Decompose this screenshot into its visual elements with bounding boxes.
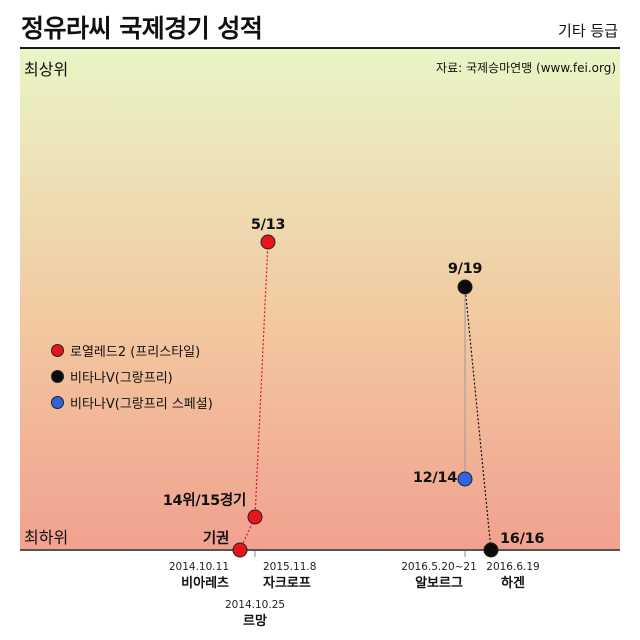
x-date-label: 2014.10.25 <box>225 599 285 611</box>
chart-title: 정유라씨 국제경기 성적 <box>21 14 263 43</box>
legend-item: 로열레드2 (프리스타일) <box>51 337 213 363</box>
x-axis-line <box>20 549 620 551</box>
plot-area <box>20 49 620 550</box>
legend-swatch-1 <box>51 369 64 383</box>
data-label: 9/19 <box>448 261 483 277</box>
data-point <box>483 542 499 558</box>
data-label: 12/14 <box>413 470 457 486</box>
data-label: 14위/15경기 <box>163 491 246 509</box>
top-rule <box>20 47 620 49</box>
legend: 로열레드2 (프리스타일) 비타나V(그랑프리) 비타나V(그랑프리 스페셜) <box>51 337 213 415</box>
x-date-label: 2014.10.11 <box>169 561 229 573</box>
y-top-label: 최상위 <box>24 60 69 79</box>
x-venue-label: 르망 <box>243 613 267 629</box>
x-date-label: 2015.11.8 <box>263 561 316 573</box>
x-venue-label: 하겐 <box>501 575 525 591</box>
data-point <box>457 471 473 487</box>
x-date-label: 2016.5.20~21 <box>401 561 477 573</box>
chart-subtitle: 기타 등급 <box>558 22 618 40</box>
legend-label-2: 비타나V(그랑프리 스페셜) <box>70 396 213 412</box>
data-label: 5/13 <box>251 217 285 233</box>
data-point <box>232 542 248 558</box>
source-note: 자료: 국제승마연맹 (www.fei.org) <box>436 61 616 75</box>
legend-label-1: 비타나V(그랑프리) <box>70 370 173 386</box>
data-point <box>260 234 276 250</box>
legend-item: 비타나V(그랑프리) <box>51 363 213 389</box>
legend-label-0: 로열레드2 (프리스타일) <box>70 344 201 360</box>
x-venue-label: 알보르그 <box>415 576 463 591</box>
x-venue-label: 자크로프 <box>263 576 311 591</box>
data-point <box>457 279 473 295</box>
y-bottom-label: 최하위 <box>24 528 69 547</box>
series-connector-0 <box>254 241 269 518</box>
series-connector-1 <box>464 286 492 551</box>
x-venue-label: 비아레츠 <box>181 575 229 591</box>
data-label: 16/16 <box>500 531 544 547</box>
legend-item: 비타나V(그랑프리 스페셜) <box>51 389 213 415</box>
data-point <box>247 509 263 525</box>
x-date-label: 2016.6.19 <box>486 561 539 573</box>
legend-swatch-2 <box>51 395 64 409</box>
data-label: 기권 <box>203 529 229 547</box>
legend-swatch-0 <box>51 343 64 357</box>
